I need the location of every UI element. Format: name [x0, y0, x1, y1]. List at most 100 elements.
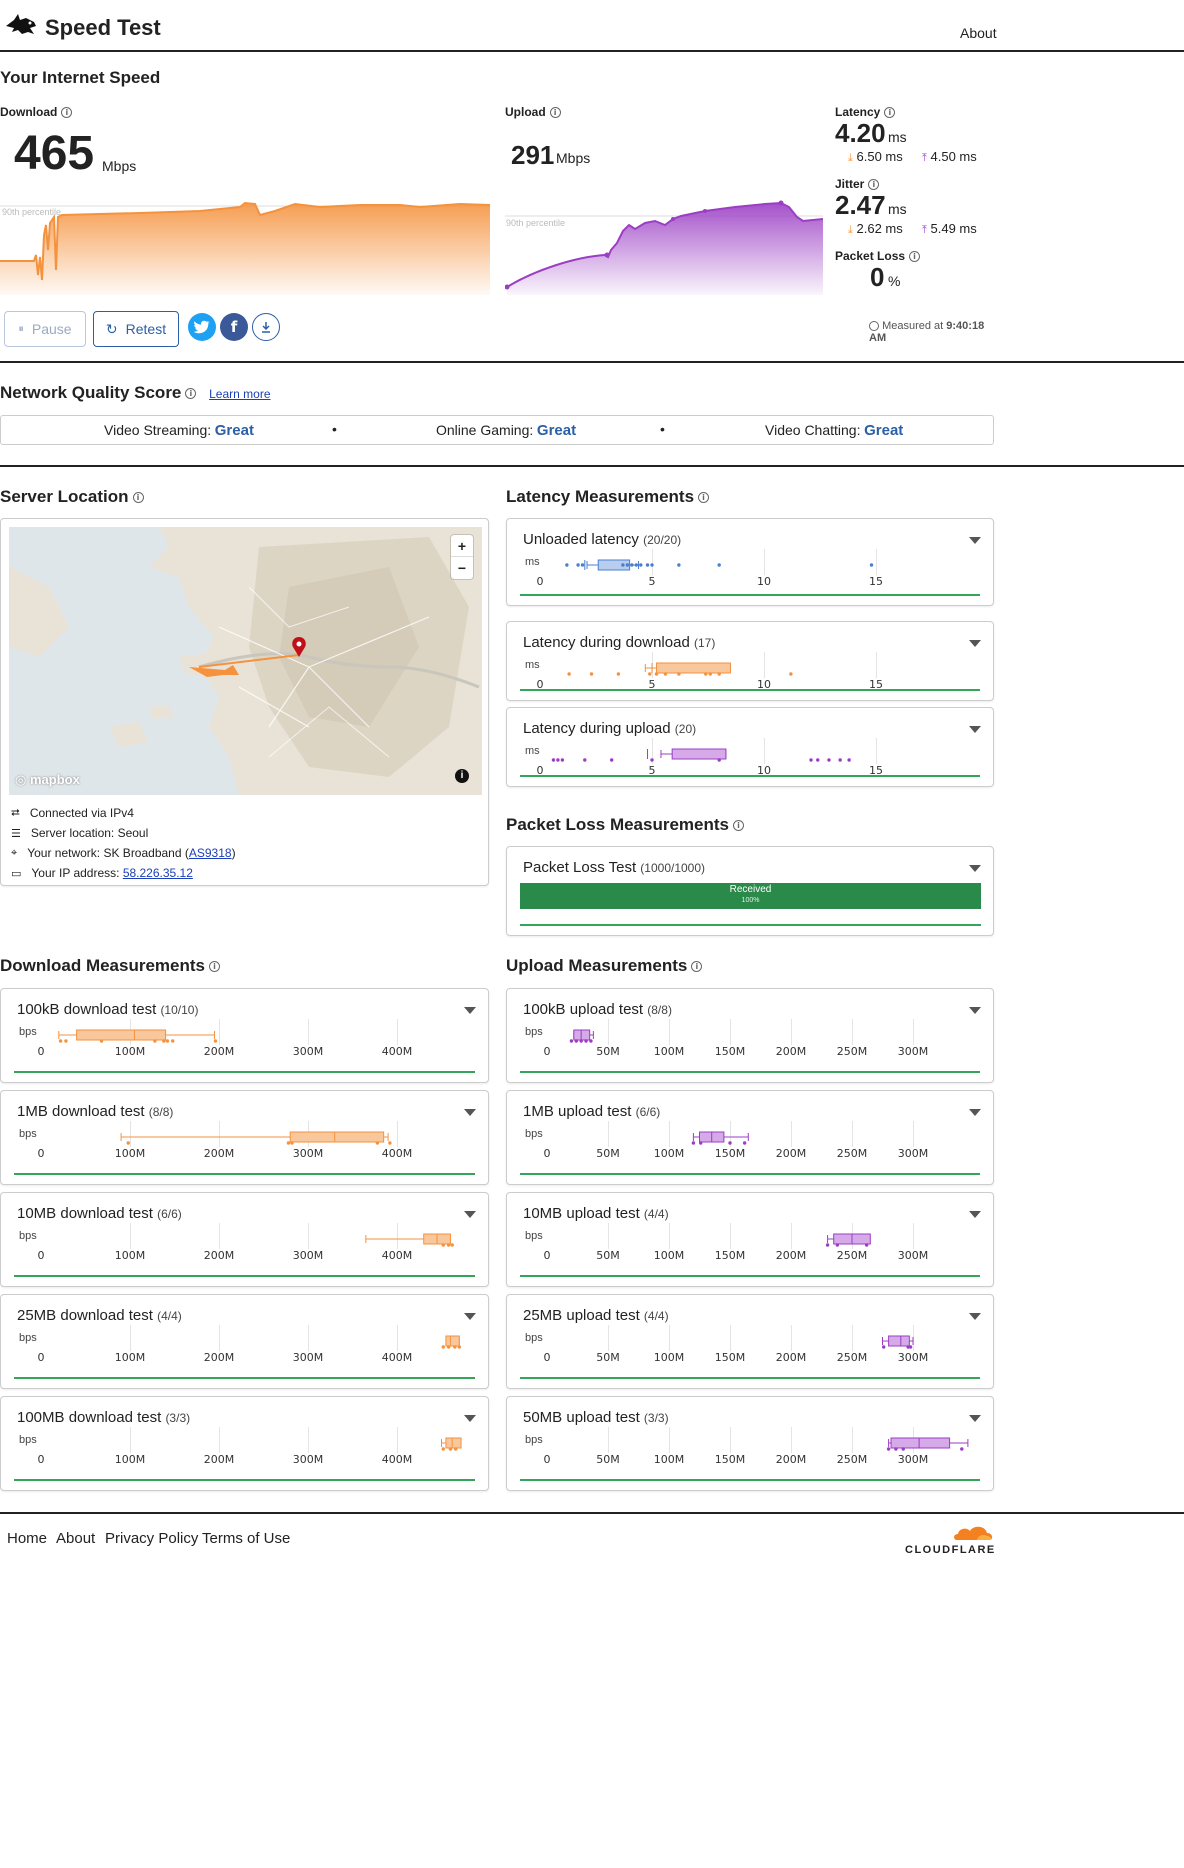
footer-about-link[interactable]: About: [56, 1530, 96, 1547]
jitter-down-row: ⤓ 2.62 ms: [848, 221, 903, 237]
axis-tick-label: 300M: [897, 1453, 929, 1466]
upload-test-card: 50MB upload test (3/3) bps 0 50M 100M 150M 200…: [506, 1396, 994, 1491]
axis-tick-label: 300M: [292, 1351, 324, 1364]
sample-point: [742, 1141, 747, 1145]
info-icon[interactable]: i: [61, 107, 73, 119]
info-icon[interactable]: i: [698, 492, 710, 504]
server-map[interactable]: [9, 527, 482, 795]
jitter-up-row: ⤒ 5.49 ms: [922, 221, 977, 237]
sample-point: [388, 1141, 392, 1145]
box-plot: [569, 1029, 594, 1043]
expand-caret-icon[interactable]: [969, 865, 981, 872]
expand-caret-icon[interactable]: [464, 1007, 476, 1014]
grid-line: [608, 1325, 609, 1351]
iqr-box: [445, 1335, 460, 1347]
app-logo[interactable]: [4, 12, 38, 38]
upload-label: Upload: [505, 105, 546, 119]
expand-caret-icon[interactable]: [969, 1007, 981, 1014]
grid-line: [852, 1325, 853, 1351]
axis-tick-label: 200M: [203, 1351, 235, 1364]
sample-point: [99, 1039, 104, 1043]
axis-unit-label: bps: [525, 1230, 543, 1242]
sample-point: [58, 1039, 63, 1043]
grid-line: [608, 1121, 609, 1147]
latency-card: Unloaded latency (20/20) ms 0 5 10 15: [506, 518, 994, 606]
map-info-button[interactable]: i: [455, 769, 469, 783]
footer-terms-link[interactable]: Terms of Use: [202, 1530, 291, 1547]
sample-point: [691, 1141, 696, 1145]
axis-tick-label: 15: [869, 764, 883, 777]
quality-title-row: Network Quality Score i Learn more: [0, 383, 271, 403]
axis-tick-label: 0: [536, 764, 544, 777]
asn-link[interactable]: AS9318: [188, 846, 232, 860]
retest-button[interactable]: ↻ Retest: [93, 311, 179, 347]
grid-line: [791, 1019, 792, 1045]
info-icon[interactable]: i: [185, 388, 197, 400]
expand-caret-icon[interactable]: [969, 1313, 981, 1320]
about-link[interactable]: About: [960, 25, 997, 41]
zoom-out-button[interactable]: −: [457, 560, 467, 576]
info-icon[interactable]: i: [132, 492, 144, 504]
footer-home-link[interactable]: Home: [7, 1530, 48, 1547]
grid-line: [876, 549, 877, 575]
quality-separator: •: [660, 421, 665, 437]
axis-tick-label: 250M: [836, 1351, 868, 1364]
cloudflare-logo[interactable]: CLOUDFLARE: [905, 1520, 995, 1556]
info-icon[interactable]: i: [549, 107, 561, 119]
quality-value: Great: [536, 422, 577, 439]
axis-tick-label: 0: [543, 1351, 551, 1364]
expand-caret-icon[interactable]: [464, 1313, 476, 1320]
expand-caret-icon[interactable]: [464, 1211, 476, 1218]
grid-line: [397, 1325, 398, 1351]
packet-loss-card-title: Packet Loss Test (1000/1000): [523, 859, 705, 876]
info-icon[interactable]: i: [209, 961, 220, 973]
info-icon[interactable]: i: [733, 820, 744, 832]
ip-link[interactable]: 58.226.35.12: [122, 866, 193, 880]
axis-tick-label: 0: [543, 1045, 551, 1058]
card-title-text: 100kB upload test: [523, 1001, 644, 1018]
download-test-card: 100kB download test (10/10) bps 0 100M 200M 3…: [0, 988, 489, 1083]
info-icon[interactable]: i: [691, 961, 703, 973]
sample-point: [609, 758, 614, 762]
sample-point: [717, 563, 721, 567]
sample-point: [663, 672, 668, 676]
axis-tick-label: 300M: [897, 1147, 929, 1160]
card-title-count: (4/4): [643, 1207, 669, 1221]
learn-more-link[interactable]: Learn more: [209, 387, 271, 401]
ip-prefix: Your IP address:: [31, 866, 123, 880]
info-icon[interactable]: i: [868, 179, 880, 191]
zoom-in-button[interactable]: +: [451, 535, 473, 557]
expand-caret-icon[interactable]: [969, 1211, 981, 1218]
sample-point: [457, 1345, 461, 1349]
expand-caret-icon[interactable]: [464, 1109, 476, 1116]
iqr-box: [671, 748, 727, 760]
axis-unit-label: bps: [525, 1128, 543, 1140]
info-icon[interactable]: i: [884, 107, 896, 119]
sample-point: [621, 563, 625, 567]
expand-caret-icon[interactable]: [969, 640, 981, 647]
quality-divider: [0, 465, 1184, 467]
download-test-card: 10MB download test (6/6) bps 0 100M 200M 300M…: [0, 1192, 489, 1287]
sample-point: [648, 672, 652, 676]
card-title: 50MB upload test (3/3): [523, 1409, 669, 1426]
expand-caret-icon[interactable]: [969, 1415, 981, 1422]
twitter-share-button[interactable]: [188, 313, 216, 341]
expand-caret-icon[interactable]: [969, 537, 981, 544]
download-results-button[interactable]: [252, 313, 280, 341]
pause-button[interactable]: ⏸ Pause: [4, 311, 86, 347]
axis-tick-label: 250M: [836, 1045, 868, 1058]
expand-caret-icon[interactable]: [969, 726, 981, 733]
expand-caret-icon[interactable]: [969, 1109, 981, 1116]
axis-tick-label: 400M: [381, 1453, 413, 1466]
facebook-share-button[interactable]: f: [220, 313, 248, 341]
packet-loss-test-title: Packet Loss Test: [523, 859, 637, 876]
sample-point: [153, 1039, 157, 1043]
pause-icon: ⏸: [18, 322, 24, 335]
sample-point: [441, 1243, 445, 1247]
expand-caret-icon[interactable]: [464, 1415, 476, 1422]
footer-privacy-link[interactable]: Privacy Policy: [105, 1530, 199, 1547]
info-icon[interactable]: i: [909, 251, 921, 263]
mapbox-logo[interactable]: ◎ mapbox: [15, 772, 80, 788]
sample-point: [816, 758, 820, 762]
card-status-line: [14, 1479, 475, 1481]
